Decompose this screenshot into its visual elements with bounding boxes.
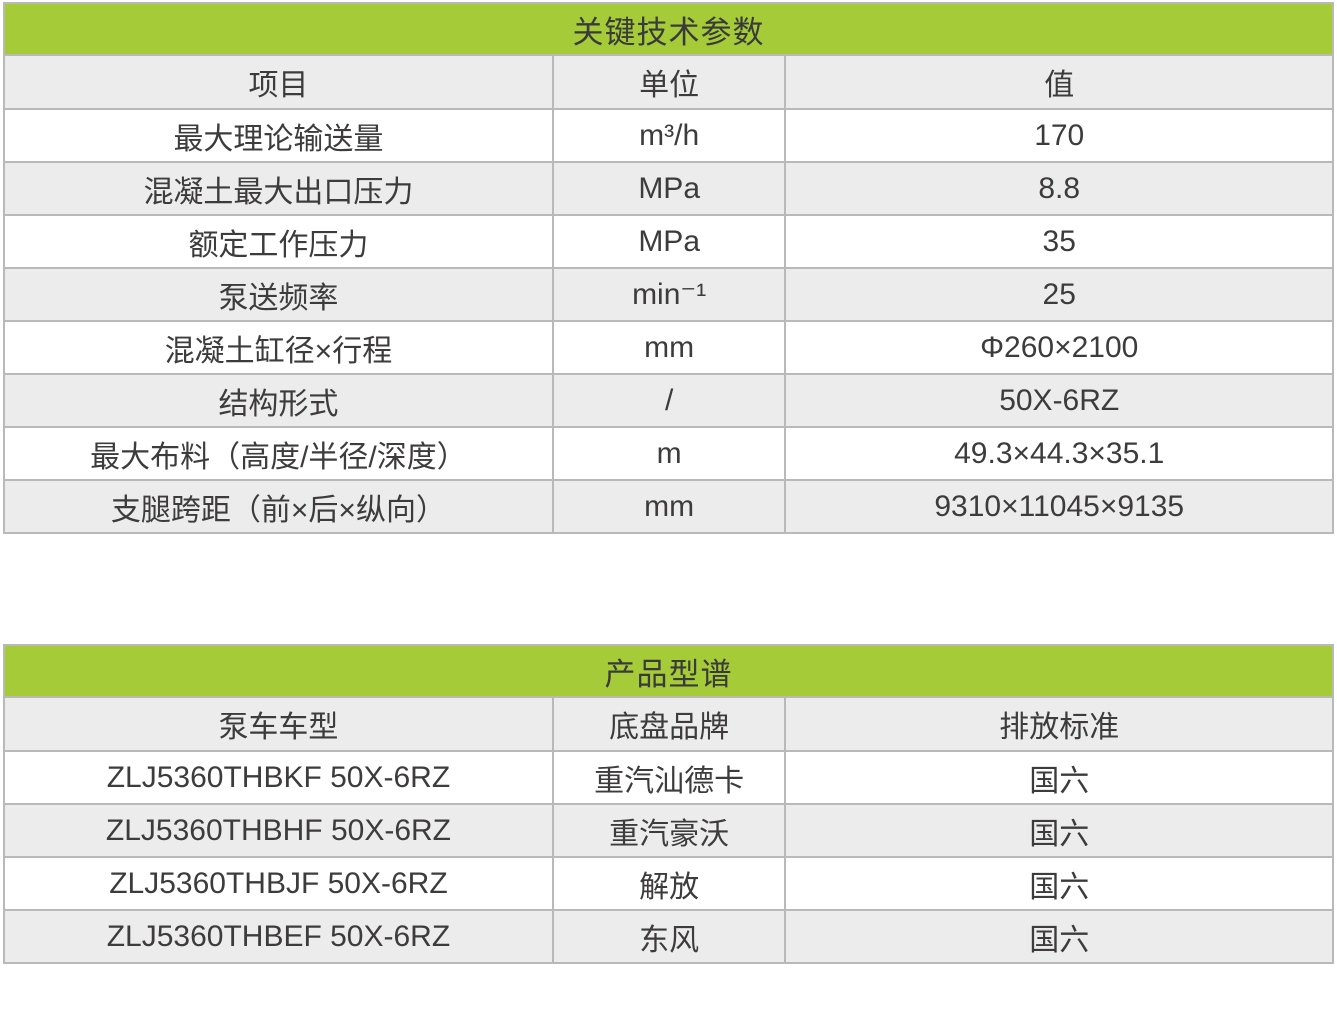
spec-document: 关键技术参数 项目 单位 值 最大理论输送量 m³/h 170 混凝土最大出口压… bbox=[3, 2, 1334, 964]
item-cell: 最大理论输送量 bbox=[3, 108, 554, 163]
column-header-item: 项目 bbox=[3, 54, 554, 110]
table-row: 最大理论输送量 m³/h 170 bbox=[3, 108, 1334, 163]
truck-model-cell: ZLJ5360THBEF 50X-6RZ bbox=[3, 909, 554, 964]
unit-cell: mm bbox=[551, 320, 787, 375]
item-cell: 泵送频率 bbox=[3, 267, 554, 322]
chassis-brand-cell: 重汽豪沃 bbox=[551, 803, 787, 858]
value-cell: 170 bbox=[784, 108, 1334, 163]
table-row: ZLJ5360THBJF 50X-6RZ 解放 国六 bbox=[3, 856, 1334, 911]
column-header-chassis-brand: 底盘品牌 bbox=[551, 696, 787, 752]
truck-model-cell: ZLJ5360THBHF 50X-6RZ bbox=[3, 803, 554, 858]
product-lineup-table: 产品型谱 泵车车型 底盘品牌 排放标准 ZLJ5360THBKF 50X-6RZ… bbox=[3, 644, 1334, 964]
chassis-brand-cell: 重汽汕德卡 bbox=[551, 750, 787, 805]
table-row: ZLJ5360THBHF 50X-6RZ 重汽豪沃 国六 bbox=[3, 803, 1334, 858]
item-cell: 混凝土最大出口压力 bbox=[3, 161, 554, 216]
tables-spacer bbox=[3, 534, 1334, 644]
truck-model-cell: ZLJ5360THBKF 50X-6RZ bbox=[3, 750, 554, 805]
emission-standard-cell: 国六 bbox=[784, 750, 1334, 805]
table-row: 泵送频率 min⁻¹ 25 bbox=[3, 267, 1334, 322]
item-cell: 最大布料（高度/半径/深度） bbox=[3, 426, 554, 481]
unit-cell: MPa bbox=[551, 214, 787, 269]
table-row: 混凝土缸径×行程 mm Φ260×2100 bbox=[3, 320, 1334, 375]
column-header-emission-standard: 排放标准 bbox=[784, 696, 1334, 752]
unit-cell: min⁻¹ bbox=[551, 267, 787, 322]
table-row: ZLJ5360THBKF 50X-6RZ 重汽汕德卡 国六 bbox=[3, 750, 1334, 805]
column-header-truck-model: 泵车车型 bbox=[3, 696, 554, 752]
key-parameters-table: 关键技术参数 项目 单位 值 最大理论输送量 m³/h 170 混凝土最大出口压… bbox=[3, 2, 1334, 534]
unit-cell: m³/h bbox=[551, 108, 787, 163]
truck-model-cell: ZLJ5360THBJF 50X-6RZ bbox=[3, 856, 554, 911]
value-cell: Φ260×2100 bbox=[784, 320, 1334, 375]
emission-standard-cell: 国六 bbox=[784, 909, 1334, 964]
table-row: ZLJ5360THBEF 50X-6RZ 东风 国六 bbox=[3, 909, 1334, 964]
key-parameters-title: 关键技术参数 bbox=[3, 2, 1334, 56]
item-cell: 混凝土缸径×行程 bbox=[3, 320, 554, 375]
emission-standard-cell: 国六 bbox=[784, 856, 1334, 911]
table-row: 最大布料（高度/半径/深度） m 49.3×44.3×35.1 bbox=[3, 426, 1334, 481]
value-cell: 50X-6RZ bbox=[784, 373, 1334, 428]
emission-standard-cell: 国六 bbox=[784, 803, 1334, 858]
item-cell: 结构形式 bbox=[3, 373, 554, 428]
table-row: 结构形式 / 50X-6RZ bbox=[3, 373, 1334, 428]
value-cell: 25 bbox=[784, 267, 1334, 322]
unit-cell: MPa bbox=[551, 161, 787, 216]
value-cell: 8.8 bbox=[784, 161, 1334, 216]
value-cell: 35 bbox=[784, 214, 1334, 269]
item-cell: 额定工作压力 bbox=[3, 214, 554, 269]
item-cell: 支腿跨距（前×后×纵向） bbox=[3, 479, 554, 534]
product-lineup-title: 产品型谱 bbox=[3, 644, 1334, 698]
table-row: 支腿跨距（前×后×纵向） mm 9310×11045×9135 bbox=[3, 479, 1334, 534]
chassis-brand-cell: 解放 bbox=[551, 856, 787, 911]
table-row: 额定工作压力 MPa 35 bbox=[3, 214, 1334, 269]
column-header-unit: 单位 bbox=[551, 54, 787, 110]
column-header-row: 项目 单位 值 bbox=[3, 54, 1334, 110]
table-row: 混凝土最大出口压力 MPa 8.8 bbox=[3, 161, 1334, 216]
column-header-row: 泵车车型 底盘品牌 排放标准 bbox=[3, 696, 1334, 752]
unit-cell: mm bbox=[551, 479, 787, 534]
table-title-row: 关键技术参数 bbox=[3, 2, 1334, 56]
value-cell: 49.3×44.3×35.1 bbox=[784, 426, 1334, 481]
value-cell: 9310×11045×9135 bbox=[784, 479, 1334, 534]
unit-cell: m bbox=[551, 426, 787, 481]
unit-cell: / bbox=[551, 373, 787, 428]
column-header-value: 值 bbox=[784, 54, 1334, 110]
chassis-brand-cell: 东风 bbox=[551, 909, 787, 964]
table-title-row: 产品型谱 bbox=[3, 644, 1334, 698]
